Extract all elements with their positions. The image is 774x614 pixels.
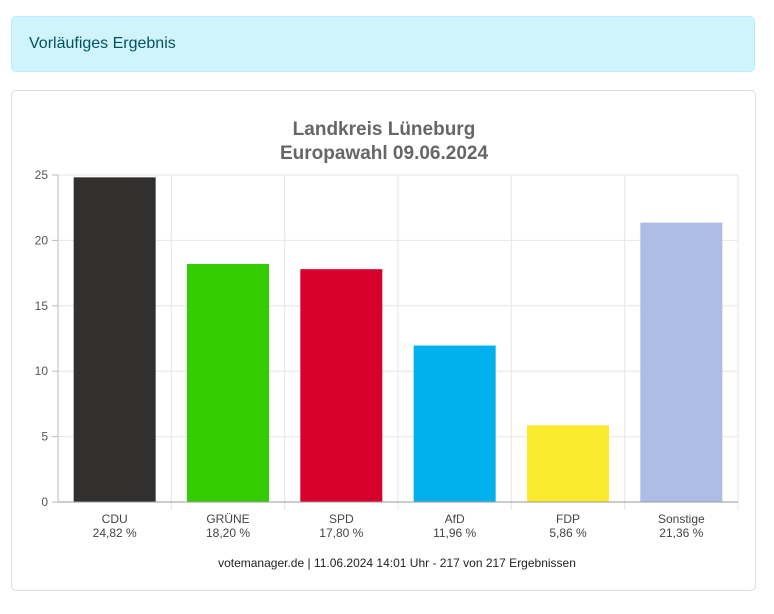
chart-subtitle: Europawahl 09.06.2024 [280, 143, 488, 164]
status-alert-text: Vorläufiges Ergebnis [29, 35, 176, 52]
x-tick-label: SPD [329, 512, 354, 526]
y-tick-label: 15 [35, 299, 49, 313]
bar-spd[interactable] [300, 269, 383, 502]
grid-lines [58, 174, 739, 510]
x-tick-label: Sonstige [658, 512, 705, 526]
x-tick-label: FDP [556, 512, 580, 526]
value-label: 5,86 % [549, 526, 587, 540]
value-label: 21,36 % [659, 526, 703, 540]
bar-chart: Landkreis Lüneburg Europawahl 09.06.2024… [35, 119, 739, 570]
y-tick-label: 20 [35, 233, 49, 247]
bar-fdp[interactable] [527, 425, 609, 502]
chart-card: Landkreis Lüneburg Europawahl 09.06.2024… [11, 90, 756, 591]
bar-cdu[interactable] [73, 177, 156, 502]
value-label: 17,80 % [319, 526, 363, 540]
status-alert: Vorläufiges Ergebnis [11, 16, 755, 72]
y-tick-label: 5 [41, 430, 48, 444]
bars-group [73, 177, 723, 502]
x-tick-label: AfD [445, 512, 465, 526]
bar-afd[interactable] [413, 345, 496, 502]
y-tick-label: 10 [35, 364, 49, 378]
axes-group [52, 174, 738, 503]
bar-grüne[interactable] [187, 263, 269, 502]
value-label: 11,96 % [433, 526, 476, 540]
chart-footer: votemanager.de | 11.06.2024 14:01 Uhr - … [218, 556, 576, 570]
x-tick-label: GRÜNE [206, 512, 249, 526]
bar-sonstige[interactable] [640, 222, 723, 502]
y-tick-label: 0 [41, 495, 48, 509]
x-tick-label: CDU [102, 512, 128, 526]
value-label: 24,82 % [93, 526, 137, 540]
value-label: 18,20 % [206, 526, 250, 540]
y-tick-label: 25 [35, 168, 49, 182]
chart-title: Landkreis Lüneburg [293, 119, 476, 140]
